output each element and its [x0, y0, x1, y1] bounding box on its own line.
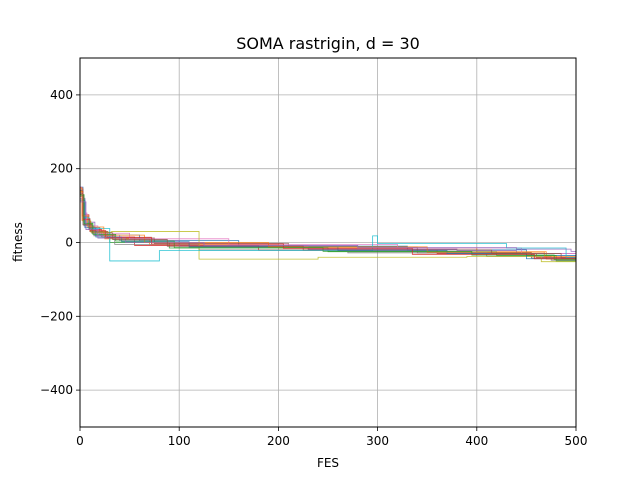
x-tick-label: 100	[168, 434, 191, 448]
y-axis-label: fitness	[11, 222, 25, 262]
x-tick-label: 400	[465, 434, 488, 448]
chart-title: SOMA rastrigin, d = 30	[236, 34, 420, 53]
series-line	[80, 201, 576, 253]
y-tick-label: −400	[40, 383, 73, 397]
plot-area	[80, 186, 576, 274]
series-line	[80, 190, 576, 263]
y-tick-label: 200	[50, 162, 73, 176]
x-tick-label: 0	[76, 434, 84, 448]
x-tick-label: 500	[565, 434, 588, 448]
x-tick-label: 300	[366, 434, 389, 448]
tick-layer: 0 100 200 300 400 500 −400 −200 0 200 400	[40, 88, 587, 448]
series-layer	[80, 186, 576, 274]
y-tick-label: 400	[50, 88, 73, 102]
x-axis-label: FES	[317, 456, 339, 470]
x-tick-label: 200	[267, 434, 290, 448]
series-line	[80, 193, 576, 261]
y-tick-label: 0	[65, 236, 73, 250]
y-tick-label: −200	[40, 309, 73, 323]
